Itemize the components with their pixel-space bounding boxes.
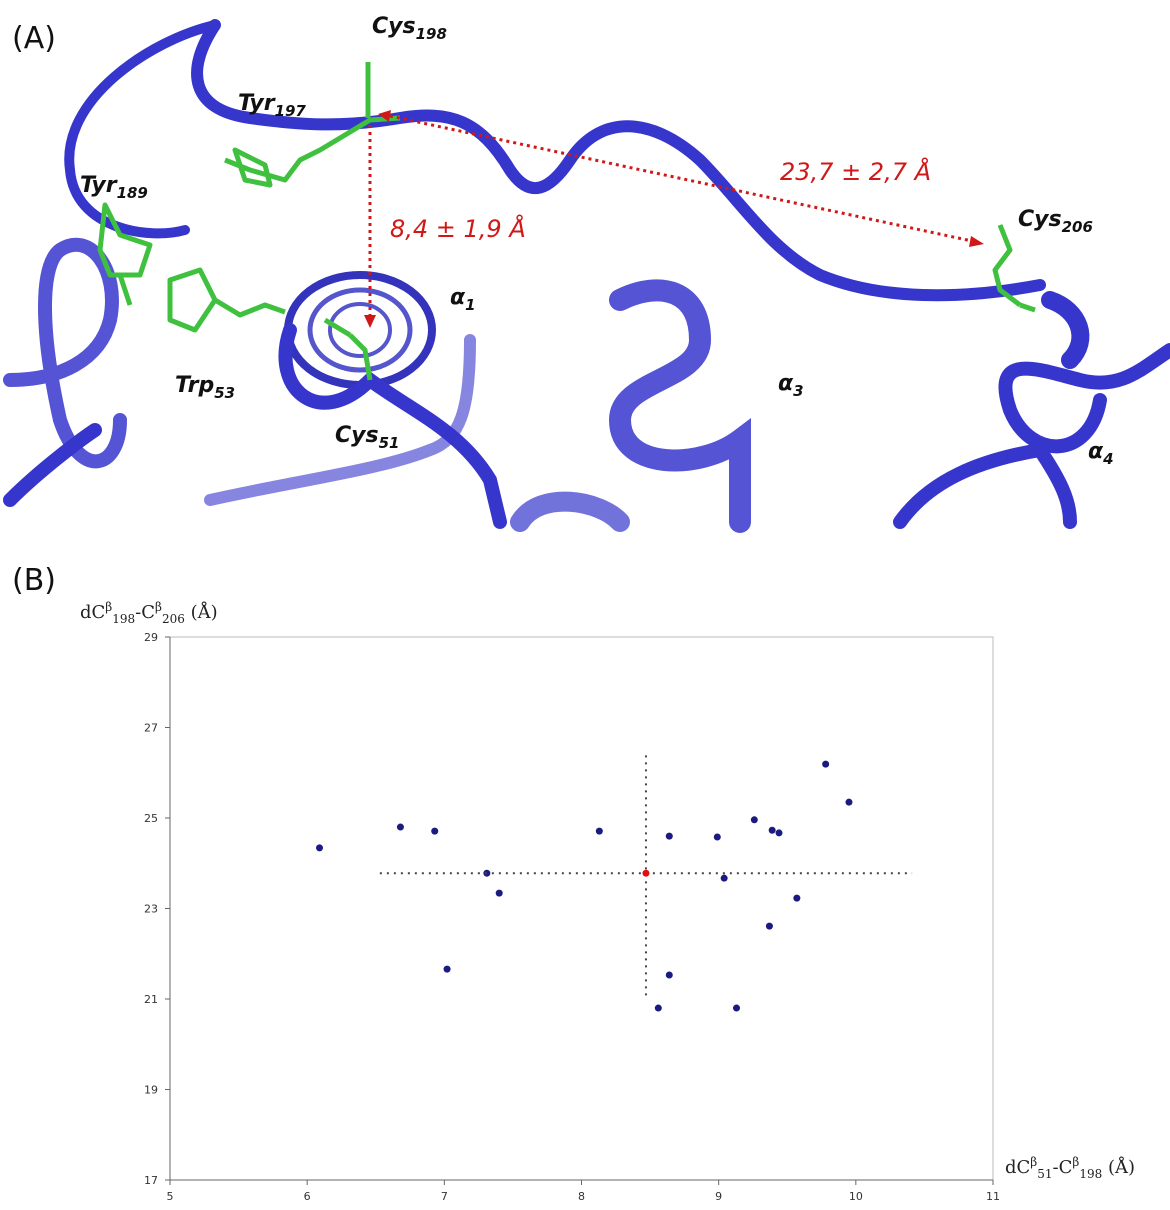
residue-label: Tyr197: [238, 91, 306, 120]
label-subscript: 3: [793, 382, 803, 400]
data-point: [822, 760, 830, 768]
data-point: [793, 894, 801, 902]
axis-label-part: β: [1072, 1155, 1079, 1169]
y-tick-label: 29: [144, 631, 158, 644]
axis-label-part: 198: [1079, 1167, 1102, 1181]
label-text: Tyr: [238, 91, 276, 116]
axis-label: dCβ198-Cβ206 (Å): [80, 600, 218, 626]
data-point: [396, 823, 404, 831]
data-point: [316, 844, 324, 852]
data-point: [720, 874, 728, 882]
axis-label-part: β: [105, 600, 112, 614]
residue-label: α4: [1088, 439, 1114, 468]
axis-label-part: -C: [1053, 1157, 1073, 1178]
y-tick-label: 23: [144, 903, 158, 916]
axis-label-part: (Å): [1102, 1156, 1135, 1178]
label-text: Cys: [372, 14, 416, 39]
label-subscript: 197: [275, 102, 307, 120]
data-point: [768, 826, 776, 834]
label-subscript: 198: [416, 25, 447, 43]
data-point: [642, 869, 650, 877]
x-tick-label: 7: [441, 1190, 448, 1203]
data-point: [665, 971, 673, 979]
label-subscript: 189: [117, 184, 148, 202]
axis-label-part: β: [1030, 1155, 1037, 1169]
label-text: α: [1088, 439, 1104, 464]
label-text: α: [450, 285, 466, 310]
residue-label: Trp53: [175, 373, 235, 402]
label-text: α: [778, 371, 794, 396]
residue-label: Tyr189: [80, 173, 148, 202]
data-point: [765, 922, 773, 930]
axis-label-part: 206: [162, 612, 185, 626]
x-tick-label: 6: [304, 1190, 311, 1203]
distance-label: 23,7 ± 2,7 Å: [780, 157, 931, 186]
plot-frame: [169, 636, 994, 1181]
residue-label: α3: [778, 371, 804, 400]
axis-label: dCβ51-Cβ198 (Å): [1005, 1155, 1135, 1181]
data-point: [595, 827, 603, 835]
axis-label-part: 198: [112, 612, 135, 626]
data-point: [654, 1004, 662, 1012]
x-tick-label: 5: [167, 1190, 174, 1203]
label-subscript: 206: [1062, 218, 1093, 236]
data-point: [775, 829, 783, 837]
y-tick-label: 21: [144, 993, 158, 1006]
label-subscript: 51: [379, 434, 400, 452]
x-tick-label: 8: [578, 1190, 585, 1203]
residue-label: Cys206: [1018, 207, 1093, 236]
protein-structure: [3, 10, 1170, 533]
data-point: [431, 827, 439, 835]
label-text: Cys: [335, 423, 379, 448]
data-point: [713, 833, 721, 841]
axis-label-part: (Å): [185, 601, 218, 623]
residue-label: Cys198: [372, 14, 447, 43]
data-point: [750, 816, 758, 824]
data-point: [732, 1004, 740, 1012]
y-tick-label: 27: [144, 722, 158, 735]
panel-label: (A): [12, 21, 56, 56]
x-tick-label: 10: [849, 1190, 863, 1203]
label-subscript: 53: [214, 384, 235, 402]
data-point: [443, 965, 451, 973]
panel-label: (B): [12, 563, 56, 598]
y-tick-label: 17: [144, 1174, 158, 1187]
axis-label-part: dC: [1005, 1157, 1030, 1178]
y-tick-label: 25: [144, 812, 158, 825]
label-text: Tyr: [80, 173, 118, 198]
data-point: [665, 832, 673, 840]
distance-label: 8,4 ± 1,9 Å: [390, 214, 526, 243]
y-tick-label: 19: [144, 1084, 158, 1097]
residue-label: Cys51: [335, 423, 399, 452]
axis-label-part: -C: [135, 602, 155, 623]
axis-label-part: β: [155, 600, 162, 614]
label-subscript: 1: [465, 296, 475, 314]
data-point: [845, 798, 853, 806]
data-point: [495, 889, 503, 897]
residue-label: α1: [450, 285, 476, 314]
x-tick-label: 11: [986, 1190, 1000, 1203]
axis-label-part: 51: [1037, 1167, 1052, 1181]
x-tick-label: 9: [715, 1190, 722, 1203]
label-subscript: 4: [1102, 450, 1113, 468]
label-text: Cys: [1018, 207, 1062, 232]
label-text: Trp: [175, 373, 214, 398]
axis-label-part: dC: [80, 602, 105, 623]
